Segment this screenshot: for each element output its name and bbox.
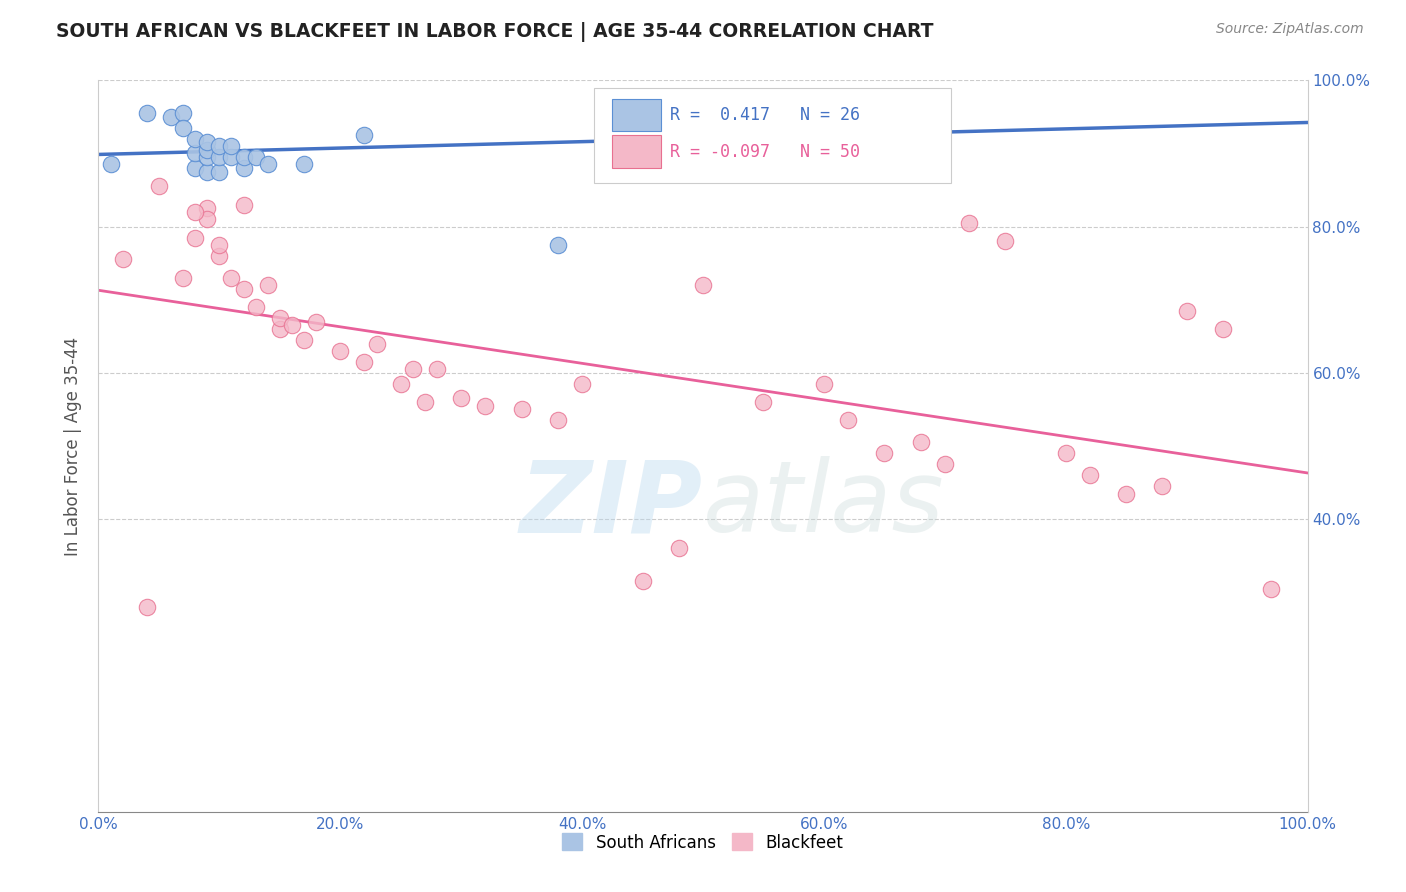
Point [221, 150, 243, 164]
Point [934, 457, 956, 471]
Point [413, 395, 436, 409]
Point [184, 132, 207, 146]
Point [135, 106, 157, 120]
Point [752, 395, 775, 409]
Text: SOUTH AFRICAN VS BLACKFEET IN LABOR FORCE | AGE 35-44 CORRELATION CHART: SOUTH AFRICAN VS BLACKFEET IN LABOR FORC… [56, 22, 934, 42]
Point [111, 252, 134, 267]
Point [195, 212, 218, 227]
Point [245, 150, 267, 164]
Point [389, 376, 412, 391]
Point [208, 139, 231, 153]
Point [208, 237, 231, 252]
Point [135, 599, 157, 614]
Point [100, 157, 122, 171]
Point [208, 164, 231, 178]
Point [172, 270, 194, 285]
Point [426, 362, 449, 376]
Point [1078, 468, 1101, 483]
Point [195, 202, 218, 216]
Point [232, 150, 254, 164]
Point [184, 146, 207, 161]
Point [813, 376, 835, 391]
Point [366, 336, 388, 351]
Point [402, 362, 425, 376]
Point [305, 315, 328, 329]
Point [1054, 446, 1077, 460]
Point [668, 541, 690, 556]
Point [1152, 479, 1174, 493]
Point [1260, 582, 1282, 596]
Point [256, 157, 278, 171]
Point [221, 270, 243, 285]
Text: R =  0.417   N = 26: R = 0.417 N = 26 [671, 106, 860, 124]
Point [232, 282, 254, 296]
Legend: South Africans, Blackfeet: South Africans, Blackfeet [555, 827, 851, 858]
Text: R = -0.097   N = 50: R = -0.097 N = 50 [671, 143, 860, 161]
Point [195, 136, 218, 150]
Point [910, 435, 932, 450]
Point [208, 150, 231, 164]
Point [232, 161, 254, 175]
Bar [613, 99, 661, 131]
Point [184, 205, 207, 219]
Point [860, 95, 883, 110]
Point [172, 120, 194, 135]
Point [1115, 486, 1137, 500]
Point [571, 376, 593, 391]
Point [692, 278, 714, 293]
Point [849, 95, 872, 110]
Point [184, 161, 207, 175]
Point [329, 343, 352, 358]
Point [474, 399, 496, 413]
Point [195, 164, 218, 178]
Y-axis label: In Labor Force | Age 35-44: In Labor Force | Age 35-44 [65, 336, 83, 556]
Point [873, 446, 896, 460]
Point [1175, 303, 1198, 318]
FancyBboxPatch shape [595, 87, 950, 183]
Point [281, 318, 304, 333]
Point [547, 413, 569, 427]
Point [245, 300, 267, 314]
Point [172, 106, 194, 120]
Point [353, 355, 375, 369]
Point [148, 179, 170, 194]
Point [256, 278, 278, 293]
Point [232, 197, 254, 211]
Point [208, 249, 231, 263]
Point [957, 216, 980, 230]
Point [195, 143, 218, 157]
Point [837, 413, 859, 427]
Point [184, 230, 207, 244]
Point [353, 128, 375, 142]
Point [1212, 322, 1234, 336]
Point [450, 392, 472, 406]
Text: atlas: atlas [703, 456, 945, 553]
Point [269, 322, 291, 336]
Text: ZIP: ZIP [520, 456, 703, 553]
Point [269, 310, 291, 325]
Bar [613, 135, 661, 168]
Point [292, 157, 315, 171]
Point [994, 234, 1017, 248]
Text: Source: ZipAtlas.com: Source: ZipAtlas.com [1216, 22, 1364, 37]
Point [547, 237, 569, 252]
Point [292, 333, 315, 347]
Point [510, 402, 533, 417]
Point [631, 574, 654, 589]
Point [160, 110, 183, 124]
Point [221, 139, 243, 153]
Point [195, 150, 218, 164]
